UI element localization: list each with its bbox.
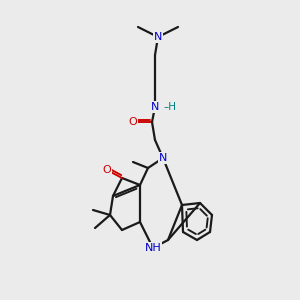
- Text: –H: –H: [163, 102, 176, 112]
- Text: O: O: [129, 117, 137, 127]
- Text: O: O: [103, 165, 111, 175]
- Text: NH: NH: [145, 243, 161, 253]
- Text: N: N: [154, 32, 162, 42]
- Text: N: N: [151, 102, 159, 112]
- Text: N: N: [159, 153, 167, 163]
